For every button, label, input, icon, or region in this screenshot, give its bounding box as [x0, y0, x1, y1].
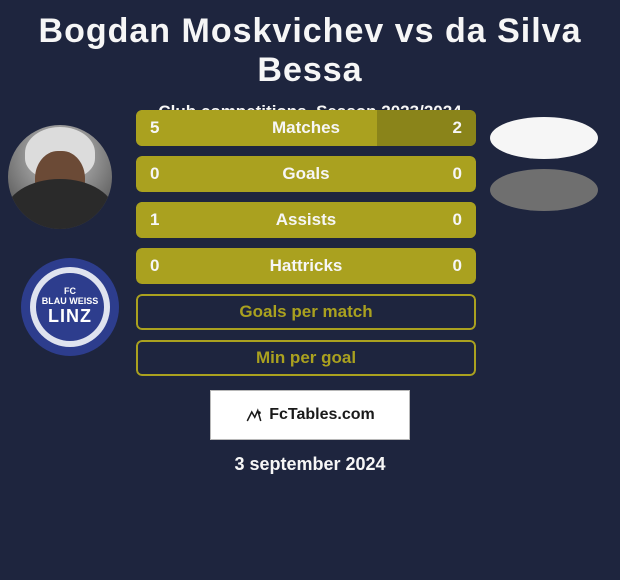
stat-row-goals-per-match: Goals per match	[136, 294, 476, 330]
footer-brand-badge: FcTables.com	[210, 390, 410, 440]
comparison-title: Bogdan Moskvichev vs da Silva Bessa	[0, 0, 620, 90]
badge-line2: BLAU WEISS	[42, 297, 99, 307]
player2-club-placeholder	[490, 169, 598, 211]
stat-label: Matches	[136, 110, 476, 146]
stat-label: Goals per match	[136, 294, 476, 330]
stat-row-assists: 10Assists	[136, 202, 476, 238]
stat-row-hattricks: 00Hattricks	[136, 248, 476, 284]
stat-row-min-per-goal: Min per goal	[136, 340, 476, 376]
player1-avatar	[8, 125, 112, 229]
fctables-logo-icon	[245, 406, 263, 424]
snapshot-date: 3 september 2024	[0, 454, 620, 475]
stat-label: Hattricks	[136, 248, 476, 284]
stats-bars: 52Matches 00Goals 10Assists 00Hattricks Goal…	[136, 110, 476, 386]
stat-row-matches: 52Matches	[136, 110, 476, 146]
footer-brand-text: FcTables.com	[269, 406, 375, 424]
stat-row-goals: 00Goals	[136, 156, 476, 192]
badge-line3: LINZ	[42, 306, 99, 327]
stat-label: Goals	[136, 156, 476, 192]
player1-club-badge: FC BLAU WEISS LINZ	[21, 258, 119, 356]
player2-avatar-placeholder	[490, 117, 598, 159]
stat-label: Min per goal	[136, 340, 476, 376]
stat-label: Assists	[136, 202, 476, 238]
